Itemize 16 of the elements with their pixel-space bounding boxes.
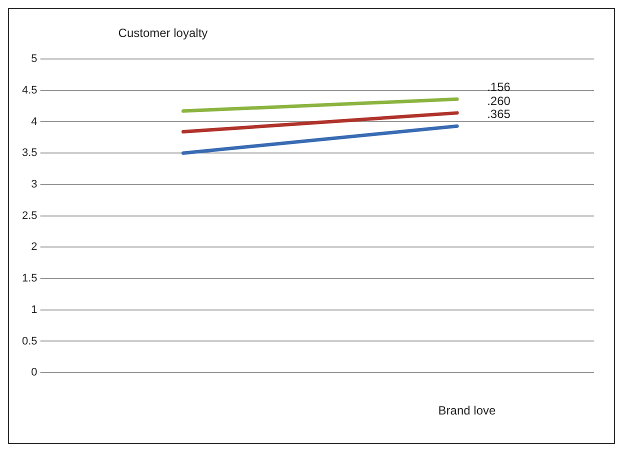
text: .365 [487,107,511,122]
y-tick-label: 4.5 [22,84,38,96]
text: .260 [487,94,511,108]
y-tick-label: 1 [31,304,38,316]
y-tick-label: 0.5 [22,335,38,348]
y-axis-title: Customer loyalty [118,26,208,40]
y-tick-label: 3 [31,178,38,190]
text: .156 [487,80,511,94]
y-tick-label: 2 [31,241,38,254]
y-tick-label: 0 [31,366,38,379]
y-tick-label: 3.5 [22,147,38,160]
x-axis-title: Brand love [438,404,496,418]
y-tick-label: 5 [31,53,38,66]
y-tick-label: 4 [31,116,38,128]
y-tick-label: 2.5 [22,210,38,222]
y-tick-label: 1.5 [22,272,38,285]
